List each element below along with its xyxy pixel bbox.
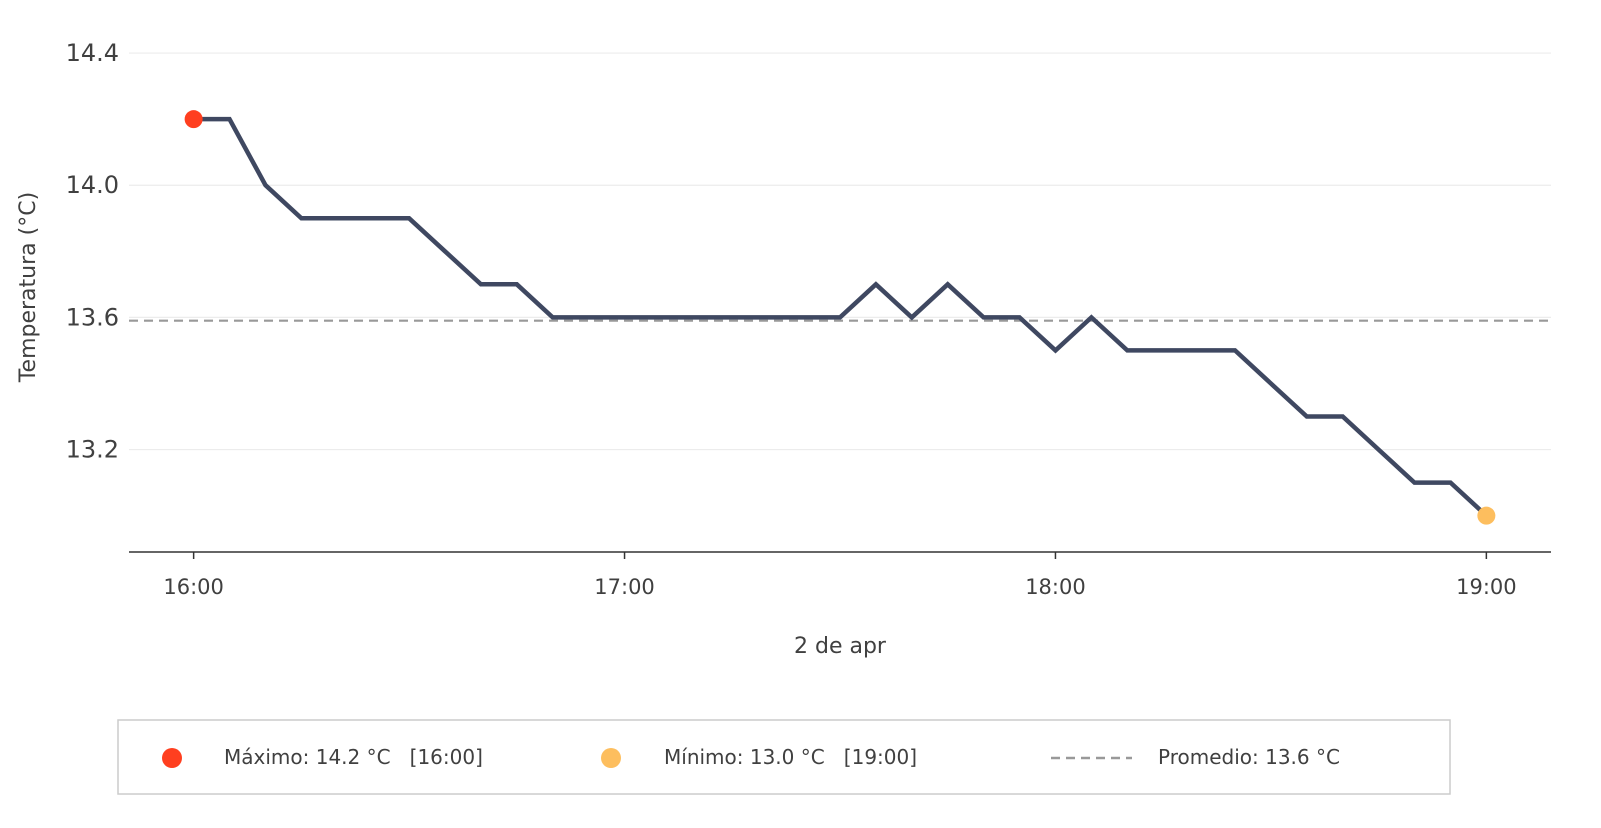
y-axis-ticks: 13.2 13.6 14.0 14.4 [66,39,119,464]
x-tick-label: 17:00 [594,575,655,599]
legend-average-label: Promedio: 13.6 °C [1158,745,1340,769]
legend-max-marker [162,748,182,768]
x-tick-label: 19:00 [1456,575,1517,599]
x-axis: 16:00 17:00 18:00 19:00 [129,551,1551,599]
legend-min-marker [601,748,621,768]
y-tick-label: 14.0 [66,171,119,199]
legend: Máximo: 14.2 °C [16:00] Mínimo: 13.0 °C … [117,719,1451,795]
x-tick-label: 18:00 [1025,575,1086,599]
temperature-series-line [193,116,1488,518]
x-axis-label: 2 de apr [794,634,887,659]
grid-lines [129,52,1551,451]
y-tick-label: 13.2 [66,436,119,464]
x-tick-label: 16:00 [163,575,224,599]
legend-min-label: Mínimo: 13.0 °C [19:00] [664,745,917,769]
y-axis-label: Temperatura (°C) [16,192,41,383]
y-tick-label: 13.6 [66,303,119,331]
min-point-marker [1477,506,1496,525]
legend-max-label: Máximo: 14.2 °C [16:00] [224,745,483,769]
max-point-marker [184,110,203,129]
legend-box [117,719,1451,795]
y-tick-label: 14.4 [66,39,119,67]
